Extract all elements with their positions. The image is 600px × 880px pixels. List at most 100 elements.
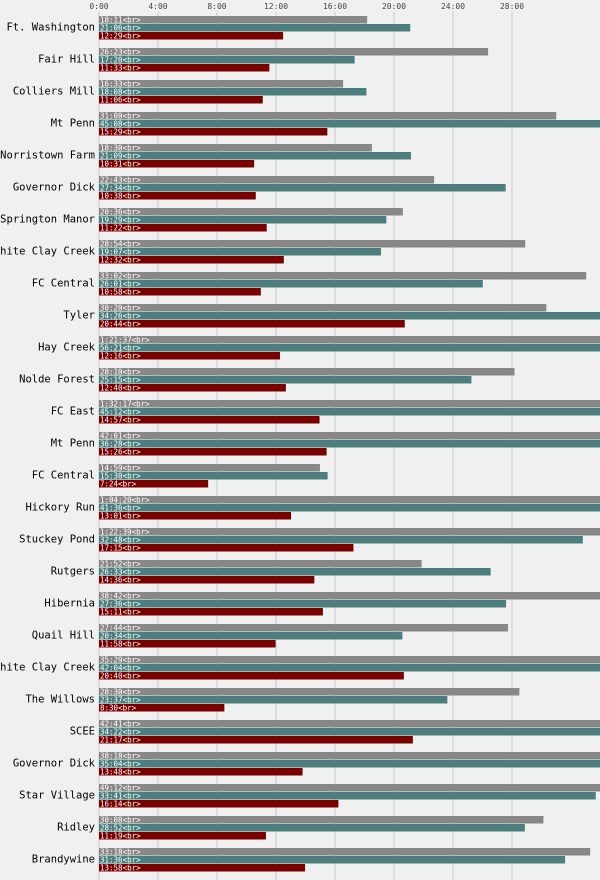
category-label: Colliers Mill: [13, 86, 95, 98]
x-tick-label: 16:00: [323, 2, 347, 11]
bar-data-label: 34:26<br>: [100, 312, 141, 321]
chart-row: Nolde Forest 28:10<br>25:15<br>12:40<br>: [19, 368, 515, 393]
chart-row: FC Central 14:59<br>15:30<br>7:24<br>: [32, 464, 328, 489]
bar: [99, 528, 600, 536]
bar: [99, 24, 411, 32]
bar: [99, 704, 225, 712]
bar-data-label: 38:42<br>: [100, 592, 141, 601]
chart-row: Brandywine 33:18<br>31:36<br>13:58<br>: [32, 848, 591, 873]
category-label: White Clay Creek: [0, 246, 96, 258]
bar-data-label: 1:21:37<br>: [100, 336, 150, 345]
bar: [99, 504, 600, 512]
bar: [99, 576, 315, 584]
bar-data-label: 13:01<br>: [100, 512, 141, 521]
chart-row: Tyler 30:20<br>34:26<br>20:44<br>: [63, 304, 600, 329]
bar-data-label: 1:32:17<br>: [100, 400, 150, 409]
bar-data-label: 7:24<br>: [100, 480, 137, 489]
category-label: Brandywine: [32, 854, 95, 866]
bar: [99, 480, 209, 488]
x-tick-label: 20:00: [382, 2, 406, 11]
bar: [99, 352, 280, 360]
bar-data-label: 15:29<br>: [100, 128, 141, 137]
bar: [99, 832, 266, 840]
bar-data-label: 28:54<br>: [100, 240, 141, 249]
bar-data-label: 17:15<br>: [100, 544, 141, 553]
bar-data-label: 21:52<br>: [100, 560, 141, 569]
category-label: Star Village: [19, 790, 95, 802]
chart-row: Quail Hill 27:44<br>20:34<br>11:58<br>: [32, 624, 509, 649]
category-label: Ridley: [57, 822, 95, 834]
bar-data-label: 34:22<br>: [100, 728, 141, 737]
bar: [99, 608, 323, 616]
category-label: FC Central: [32, 278, 95, 290]
category-label: Quail Hill: [32, 630, 95, 642]
category-label: Hickory Run: [25, 502, 95, 514]
bar: [99, 208, 403, 216]
bar: [99, 16, 368, 24]
bar-data-label: 35:29<br>: [100, 656, 141, 665]
bar-data-label: 11:22<br>: [100, 224, 141, 233]
bar: [99, 176, 435, 184]
chart-row: Springton Manor 20:36<br>19:29<br>11:22<b…: [0, 208, 403, 233]
bar-data-label: 1:22:39<br>: [100, 528, 150, 537]
bar: [99, 336, 600, 344]
bar: [99, 184, 506, 192]
bar: [99, 464, 320, 472]
bar-data-label: 12:16<br>: [100, 352, 141, 361]
bar: [99, 48, 489, 56]
bar-data-label: 36:28<br>: [100, 440, 141, 449]
bar-data-label: 19:07<br>: [100, 248, 141, 257]
category-label: FC East: [51, 406, 95, 418]
bar-data-label: 25:15<br>: [100, 376, 141, 385]
category-label: Mt Penn: [51, 438, 95, 450]
bar: [99, 592, 600, 600]
category-label: Stuckey Pond: [19, 534, 95, 546]
bar-data-label: 42:04<br>: [100, 664, 141, 673]
category-label: White Clay Creek: [0, 662, 96, 674]
bar: [99, 152, 411, 160]
category-label: Nolde Forest: [19, 374, 95, 386]
bar: [99, 280, 483, 288]
category-label: Ft. Washington: [6, 22, 95, 34]
bar: [99, 824, 525, 832]
bar: [99, 320, 405, 328]
bar-data-label: 26:33<br>: [100, 568, 141, 577]
chart-row: FC Central 33:02<br>26:01<br>10:58<br>: [32, 272, 587, 297]
bar-data-label: 21:17<br>: [100, 736, 141, 745]
category-label: Governor Dick: [13, 182, 96, 194]
bar-data-label: 11:33<br>: [100, 64, 141, 73]
bar: [99, 416, 320, 424]
bar: [99, 816, 544, 824]
bar: [99, 216, 387, 224]
category-label: SCEE: [70, 726, 95, 738]
category-label: Fair Hill: [38, 54, 95, 66]
bar: [99, 640, 276, 648]
bar: [99, 664, 600, 672]
chart-row: FC East 1:32:17<br>45:12<br>14:57<br>: [51, 400, 600, 425]
bar-data-label: 18:08<br>: [100, 88, 141, 97]
chart-row: Colliers Mill 16:33<br>18:08<br>11:06<br>: [13, 80, 367, 105]
category-label: FC Central: [32, 470, 95, 482]
bar: [99, 256, 284, 264]
chart-row: Governor Dick 38:18<br>35:04<br>13:48<br>: [13, 752, 600, 777]
bar: [99, 672, 404, 680]
bar: [99, 368, 515, 376]
bar-data-label: 28:52<br>: [100, 824, 141, 833]
bar: [99, 56, 355, 64]
x-axis-ticks: 0:00 4:00 8:00 12:00 16:00 20:00 24:00 28:00: [89, 2, 524, 11]
bar: [99, 800, 339, 808]
x-tick-label: 28:00: [500, 2, 524, 11]
bar-data-label: 15:11<br>: [100, 608, 141, 617]
bar: [99, 768, 303, 776]
bar: [99, 560, 422, 568]
bar: [99, 784, 600, 792]
bar: [99, 792, 596, 800]
bar-data-label: 27:36<br>: [100, 600, 141, 609]
chart-row: Ft. Washington 18:11<br>21:06<br>12:29<br…: [6, 16, 411, 41]
chart-row: Ridley 30:08<br>28:52<br>11:19<br>: [57, 816, 544, 841]
bar-data-label: 17:20<br>: [100, 56, 141, 65]
bar: [99, 248, 382, 256]
bar-data-label: 11:19<br>: [100, 832, 141, 841]
bar: [99, 720, 600, 728]
